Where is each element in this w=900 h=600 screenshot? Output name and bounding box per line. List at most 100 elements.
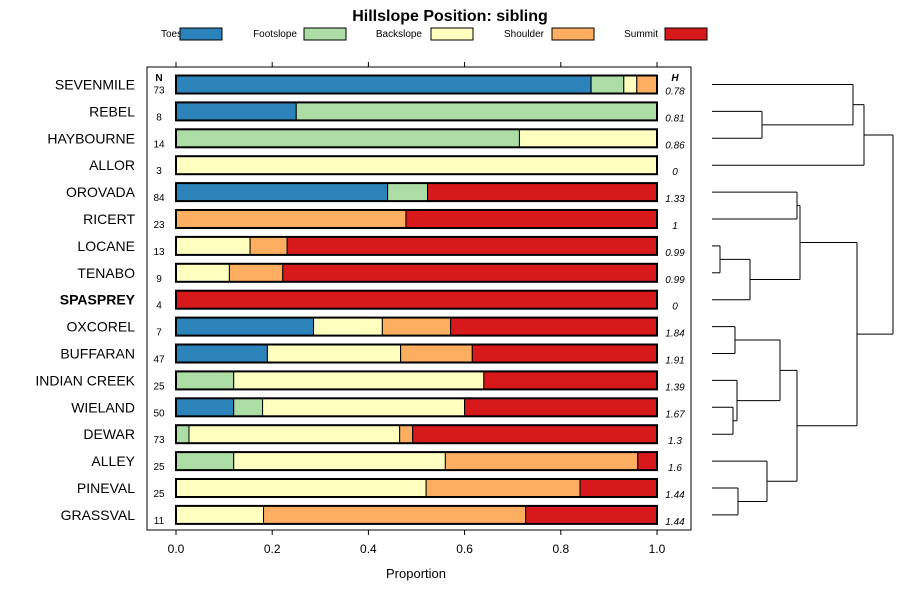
soil-label: LOCANE	[77, 238, 135, 254]
panel-frame	[146, 66, 692, 531]
h-value: 1.91	[665, 356, 684, 367]
bar-outline	[175, 128, 658, 149]
h-value: 0.99	[665, 275, 685, 286]
chart-title: Hillslope Position: sibling	[352, 8, 548, 25]
bar-segment-summit	[450, 317, 658, 337]
bar-segment-shoulder	[228, 263, 284, 283]
n-value: 11	[154, 516, 165, 527]
legend-label-summit: Summit	[624, 29, 658, 40]
bar-segment-summit	[427, 182, 658, 202]
bar-segment-summit	[471, 344, 658, 363]
h-value: 0.78	[665, 87, 685, 98]
legend-label-backslope: Backslope	[376, 29, 423, 40]
bar-segment-footslope	[387, 182, 429, 202]
x-tick-label: 0.8	[552, 542, 569, 556]
h-value: 1.84	[665, 329, 685, 340]
bar-segment-shoulder	[381, 317, 452, 337]
bar-outline	[175, 209, 658, 229]
bar-segment-summit	[483, 370, 658, 390]
bar-outline	[175, 262, 658, 283]
bar-outline	[175, 182, 658, 203]
h-header: H	[671, 73, 679, 84]
legend-label-shoulder: Shoulder	[504, 29, 545, 40]
bar-outline	[175, 316, 658, 337]
soil-label: RICERT	[83, 211, 135, 227]
n-value: 3	[156, 166, 162, 177]
bar-segment-shoulder	[249, 236, 288, 256]
n-value: 13	[153, 247, 165, 258]
bar-outline	[175, 101, 658, 122]
bar-segment-footslope	[590, 75, 625, 94]
x-tick-label: 0.6	[456, 542, 473, 556]
bar-segment-summit	[175, 290, 658, 310]
x-tick-label: 0.4	[360, 542, 377, 556]
bar-segment-shoulder	[175, 209, 407, 229]
bar-segment-footslope	[233, 397, 264, 417]
h-value: 0	[672, 302, 678, 313]
bar-segment-shoulder	[263, 505, 527, 525]
bar-segment-shoulder	[444, 451, 639, 471]
bar-segment-shoulder	[636, 75, 658, 94]
n-value: 9	[156, 274, 162, 285]
h-value: 1.39	[665, 382, 685, 393]
bar-segment-backslope	[175, 505, 265, 525]
n-value: 23	[153, 220, 165, 231]
x-tick-label: 0.2	[264, 542, 281, 556]
legend-swatch-footslope	[303, 27, 347, 41]
bar-segment-toeslope	[175, 75, 592, 94]
n-value: 25	[153, 489, 165, 500]
bar-outline	[175, 397, 658, 418]
bar-segment-summit	[579, 478, 658, 498]
h-value: 0.81	[665, 113, 684, 124]
soil-label: ALLEY	[91, 453, 135, 469]
bar-segment-toeslope	[175, 397, 235, 417]
soil-label: TENABO	[77, 265, 135, 281]
soil-label: WIELAND	[71, 399, 135, 415]
bar-outline	[175, 370, 658, 391]
soil-label: OROVADA	[66, 184, 136, 200]
bar-outline	[175, 424, 658, 445]
bar-segment-backslope	[262, 397, 466, 417]
bar-segment-backslope	[233, 370, 485, 390]
x-tick-label: 1.0	[649, 542, 666, 556]
bar-outline	[175, 343, 658, 364]
h-value: 1.44	[665, 490, 685, 501]
h-value: 1.67	[665, 409, 685, 420]
bar-outline	[175, 289, 658, 310]
soil-label: REBEL	[89, 103, 135, 119]
n-value: 73	[153, 435, 165, 446]
bar-segment-shoulder	[400, 344, 473, 363]
n-value: 8	[156, 112, 162, 123]
h-value: 0.86	[665, 140, 685, 151]
n-value: 25	[153, 381, 165, 392]
legend-swatch-toeslope	[179, 27, 223, 41]
h-value: 1.44	[665, 517, 685, 528]
bar-outline	[175, 155, 658, 176]
bar-segment-backslope	[623, 75, 638, 94]
soil-label: SEVENMILE	[55, 77, 135, 93]
bar-segment-summit	[405, 209, 658, 229]
h-value: 0	[672, 167, 678, 178]
bar-segment-footslope	[295, 101, 658, 121]
x-axis-title: Proportion	[386, 566, 446, 581]
bar-segment-shoulder	[425, 478, 581, 498]
h-value: 1.6	[668, 463, 682, 474]
h-value: 1.3	[668, 436, 682, 447]
bar-segment-summit	[412, 424, 658, 444]
bar-segment-backslope	[175, 263, 230, 283]
h-value: 0.99	[665, 248, 685, 259]
n-value: 7	[156, 328, 162, 339]
bar-segment-backslope	[175, 236, 251, 256]
bar-segment-backslope	[313, 317, 383, 337]
legend-swatch-shoulder	[551, 27, 595, 41]
bar-segment-summit	[286, 236, 658, 256]
h-value: 1.33	[665, 194, 685, 205]
bar-segment-summit	[637, 451, 658, 471]
soil-label: ALLOR	[89, 157, 135, 173]
bar-segment-footslope	[175, 451, 235, 471]
bar-segment-backslope	[518, 128, 658, 148]
soil-label: BUFFARAN	[60, 346, 135, 362]
n-value: 14	[153, 139, 165, 150]
